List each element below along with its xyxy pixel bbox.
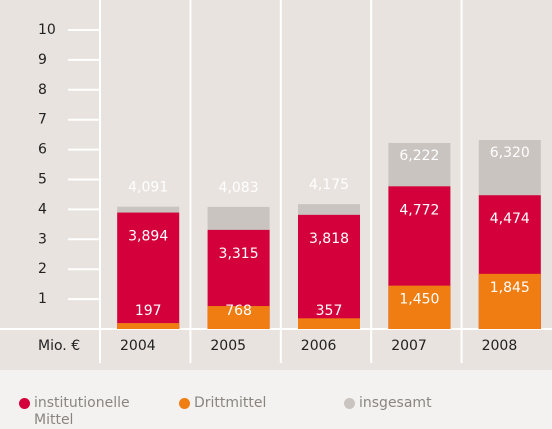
plot-background: [0, 0, 552, 370]
unit-label: Mio. €: [38, 338, 80, 354]
value-label: 6,222: [399, 148, 439, 164]
value-label: 4,474: [490, 211, 530, 227]
y-tick-label: 2: [38, 261, 47, 277]
y-tick-label: 5: [38, 172, 47, 188]
y-tick-label: 1: [38, 291, 47, 307]
x-tick-label: 2005: [210, 338, 246, 354]
y-tick-label: 4: [38, 201, 47, 217]
value-label: 3,818: [309, 231, 349, 247]
x-tick-label: 2008: [482, 338, 518, 354]
value-label: 197: [135, 303, 162, 319]
legend-label: Drittmittel: [194, 395, 267, 411]
legend-swatch: [344, 398, 355, 409]
value-label: 4,175: [309, 177, 349, 193]
y-tick-label: 8: [38, 82, 47, 98]
bar: [117, 212, 180, 329]
y-tick-label: 3: [38, 231, 47, 247]
legend-swatch: [179, 398, 190, 409]
x-tick-label: 2006: [301, 338, 337, 354]
bar: [388, 285, 451, 329]
value-label: 4,091: [128, 180, 168, 196]
bar: [207, 306, 270, 329]
y-tick-label: 9: [38, 52, 47, 68]
value-label: 768: [225, 303, 252, 319]
y-tick-label: 6: [38, 142, 47, 158]
bar: [298, 214, 360, 329]
legend: institutionelle Mittel Drittmittel insgesa…: [0, 370, 552, 429]
y-tick-label: 7: [38, 112, 47, 128]
legend-item: insgesamt: [331, 395, 479, 412]
value-label: 4,772: [399, 202, 439, 218]
value-label: 357: [316, 303, 343, 319]
value-label: 3,315: [219, 246, 259, 262]
legend-swatch: [19, 398, 30, 409]
value-label: 1,845: [490, 280, 530, 296]
value-label: 4,083: [219, 180, 259, 196]
legend-item: institutionelle Mittel: [6, 395, 154, 429]
legend-label: insgesamt: [359, 395, 432, 411]
bar: [117, 323, 180, 329]
bar: [478, 273, 541, 329]
value-label: 3,894: [128, 229, 168, 245]
x-tick-label: 2007: [391, 338, 427, 354]
value-label: 6,320: [490, 145, 530, 161]
value-label: 1,450: [399, 292, 439, 308]
bar: [298, 318, 360, 329]
y-tick-label: 10: [38, 22, 56, 38]
chart: 1 2 3 4 5 6 7 8 9 10 Mio. € 2004 4,091 3,894 197 2005 4,…: [0, 0, 552, 370]
legend-item: Drittmittel: [166, 395, 314, 412]
x-tick-label: 2004: [120, 338, 156, 354]
legend-label: institutionelle Mittel: [34, 395, 130, 428]
